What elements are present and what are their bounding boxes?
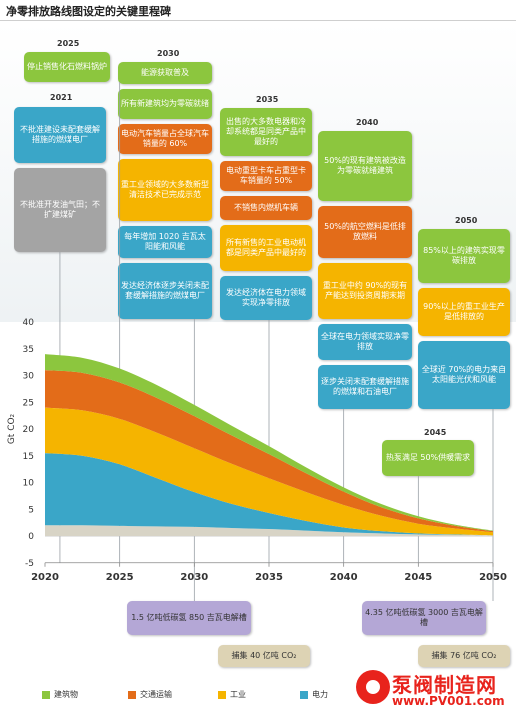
y-tick-label: 10	[23, 479, 35, 489]
x-tick-label: 2035	[255, 572, 283, 583]
milestone-2035-ice: 不销售内燃机车辆	[220, 196, 312, 220]
y-tick-label: 35	[23, 345, 34, 355]
note-2030-ccs: 捕集 40 亿吨 CO₂	[218, 645, 310, 667]
y-tick-label: 30	[23, 372, 35, 382]
y-tick-label: 40	[23, 318, 35, 328]
x-tick-label: 2045	[404, 572, 432, 583]
milestone-2050-renewables: 全球近 70%的电力来自太阳能光伏和风能	[418, 341, 510, 409]
legend-label-transport: 交通运输	[140, 690, 172, 699]
milestone-2040-aviation: 50%的航空燃料是低排放燃料	[318, 206, 412, 258]
milestone-2021-coal: 不批准建设未配套缓解措施的燃煤电厂	[14, 107, 106, 163]
milestone-2035-trucks: 电动重型卡车占重型卡车销量的 50%	[220, 161, 312, 191]
legend-swatch-buildings	[42, 690, 50, 699]
note-2030-hydrogen: 1.5 亿吨低碳氢 850 吉瓦电解槽	[127, 601, 251, 635]
milestone-2035-motors: 所有新售的工业电动机都是同类产品中最好的	[220, 225, 312, 271]
legend-label-power: 电力	[312, 690, 328, 699]
area-series-0	[45, 525, 493, 536]
milestone-2021-oilgas: 不批准开发油气田；不扩建煤矿	[14, 168, 106, 252]
milestone-2040-retrofit: 50%的现有建筑被改造为零碳就绪建筑	[318, 131, 412, 201]
milestone-2030-buildings: 所有新建筑均为零碳就绪	[118, 89, 212, 119]
y-tick-label: 5	[28, 505, 34, 515]
milestone-2050-industry: 90%以上的重工业生产是低排放的	[418, 288, 510, 336]
x-tick-label: 2030	[180, 572, 208, 583]
y-tick-label: 0	[28, 532, 34, 542]
legend-swatch-industry	[218, 690, 226, 699]
milestone-2040-heavy: 重工业中约 90%的现有产能达到投资周期末期	[318, 263, 412, 319]
milestone-2030-industry: 重工业领域的大多数新型清洁技术已完成示范	[118, 159, 212, 221]
legend-item-industry: 工业	[218, 689, 246, 700]
milestone-2035-power: 发达经济体在电力领域实现净零排放	[220, 276, 312, 320]
title-divider	[0, 20, 516, 21]
page-title: 净零排放路线图设定的关键里程碑	[6, 5, 171, 18]
y-axis-label: Gt CO₂	[7, 413, 17, 444]
x-tick-label: 2050	[479, 572, 507, 583]
legend-label-buildings: 建筑物	[54, 690, 78, 699]
milestone-2030-energy: 能源获取普及	[118, 62, 212, 84]
area-series-3	[45, 370, 493, 533]
area-series-4	[45, 354, 493, 532]
milestone-2025-boiler: 停止销售化石燃料锅炉	[24, 52, 110, 82]
x-tick-label: 2040	[330, 572, 358, 583]
legend-item-transport: 交通运输	[128, 689, 172, 700]
y-tick-label: 20	[23, 425, 35, 435]
area-series-1	[45, 453, 493, 536]
watermark-logo-icon	[356, 670, 390, 704]
year-header-2025: 2025	[57, 39, 80, 48]
y-tick-label: -5	[25, 559, 34, 569]
year-header-2040: 2040	[356, 118, 379, 127]
milestone-2030-ev: 电动汽车销量占全球汽车销量的 60%	[118, 124, 212, 154]
milestone-2045-heat: 热泵满足 50%供暖需求	[382, 440, 474, 476]
milestone-2040-oil-plants: 逐步关闭未配套缓解措施的燃煤和石油电厂	[318, 365, 412, 409]
year-header-2045: 2045	[424, 428, 447, 437]
year-header-2035: 2035	[256, 95, 279, 104]
legend-swatch-transport	[128, 690, 136, 699]
x-tick-label: 2025	[106, 572, 134, 583]
year-header-2050: 2050	[455, 216, 478, 225]
year-header-2030: 2030	[157, 49, 180, 58]
note-2050-ccs: 捕集 76 亿吨 CO₂	[418, 645, 510, 667]
legend-label-industry: 工业	[230, 690, 246, 699]
milestone-2050-buildings: 85%以上的建筑实现零碳排放	[418, 229, 510, 283]
x-tick-label: 2020	[31, 572, 59, 583]
y-tick-label: 25	[23, 398, 34, 408]
legend-swatch-power	[300, 690, 308, 699]
note-2050-hydrogen: 4.35 亿吨低碳氢 3000 吉瓦电解槽	[362, 601, 486, 635]
milestone-2030-phaseout: 发达经济体逐步关闭未配套缓解措施的燃煤电厂	[118, 263, 212, 319]
milestone-2030-solar: 每年增加 1020 吉瓦太阳能和风能	[118, 226, 212, 258]
chart-areas	[45, 354, 493, 536]
legend-item-power: 电力	[300, 689, 328, 700]
y-tick-label: 15	[23, 452, 34, 462]
year-header-2021: 2021	[50, 93, 73, 102]
legend-item-buildings: 建筑物	[42, 689, 78, 700]
watermark-url: www.PV001.com	[392, 694, 505, 708]
milestone-2035-appliances: 出售的大多数电器和冷却系统都是同类产品中最好的	[220, 108, 312, 156]
area-series-2	[45, 407, 493, 536]
watermark-name: 泵阀制造网	[392, 673, 497, 697]
milestone-2040-global-power: 全球在电力领域实现净零排放	[318, 324, 412, 360]
